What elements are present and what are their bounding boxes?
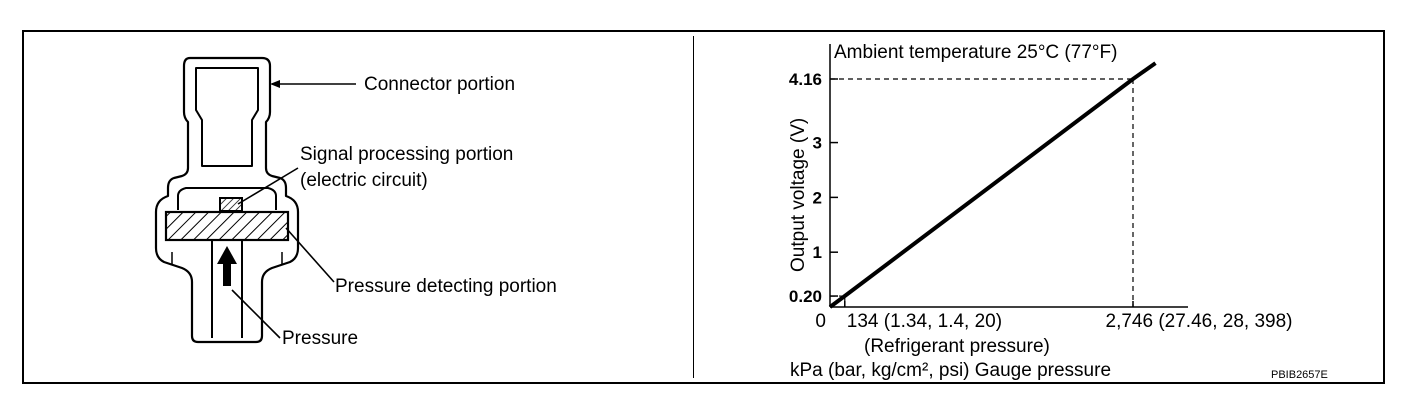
y-tick-label: 4.16 <box>789 70 822 89</box>
signal-leader <box>237 167 299 205</box>
pressure-detecting-element <box>164 210 290 242</box>
pressure-label: Pressure <box>282 328 358 349</box>
pressure-sensor-drawing <box>154 56 300 344</box>
x-tick-label: 0 <box>815 311 826 332</box>
pressure-leader <box>231 289 281 339</box>
pressure-port <box>211 240 243 338</box>
sensor-housing-outline <box>154 56 300 344</box>
connector-portion-label: Connector portion <box>364 74 515 95</box>
inner-chamber <box>177 187 277 210</box>
y-tick-label: 2 <box>813 188 822 207</box>
y-tick-label: 1 <box>813 243 822 262</box>
chart-title: Ambient temperature 25°C (77°F) <box>834 42 1117 63</box>
electric-circuit-label: (electric circuit) <box>300 170 428 191</box>
voltage-chart: 0.20 1 2 3 4.16 0 134 (1.34, 1.4, 20) 2,746 (2… <box>789 44 1293 332</box>
x-tick-label: 134 (1.34, 1.4, 20) <box>847 311 1002 332</box>
x-tick-label: 2,746 (27.46, 28, 398) <box>1106 311 1293 332</box>
y-axis-label: Output voltage (V) <box>788 118 809 272</box>
x-axis-label: (Refrigerant pressure) <box>864 336 1050 357</box>
figure-frame <box>22 30 1385 384</box>
y-tick-label: 3 <box>813 134 822 153</box>
output-voltage-line <box>828 61 1157 309</box>
y-tick-label: 0.20 <box>789 287 822 306</box>
x-axis-units-label: kPa (bar, kg/cm², psi) Gauge pressure <box>790 360 1111 381</box>
signal-processing-label: Signal processing portion <box>300 144 513 165</box>
signal-processing-chip <box>219 197 243 212</box>
pressure-detect-leader <box>285 227 335 283</box>
panel-divider <box>693 36 694 378</box>
connector-cavity <box>195 67 259 167</box>
figure-code: PBIB2657E <box>1271 369 1328 381</box>
pressure-detecting-label: Pressure detecting portion <box>335 276 557 297</box>
pressure-arrow <box>217 246 237 286</box>
